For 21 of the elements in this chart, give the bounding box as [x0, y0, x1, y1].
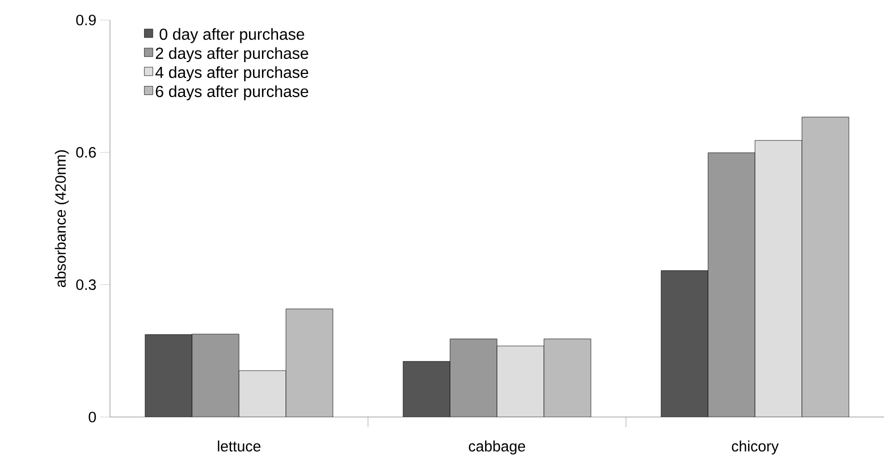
y-tick-label: 0.3 [76, 279, 96, 290]
y-tick-label: 0.9 [76, 14, 96, 26]
legend-label: 6 days after purchase [156, 85, 308, 100]
legend-label: 4 days after purchase [155, 66, 308, 82]
bar [450, 338, 498, 417]
bar [754, 140, 802, 417]
bar [708, 152, 756, 417]
y-axis-title: absorbance (420nm) [54, 150, 69, 288]
bar [496, 346, 544, 417]
x-tick-label: cabbage [468, 440, 526, 454]
bar [286, 308, 334, 417]
x-tick-label: chicory [732, 440, 779, 454]
bar [238, 370, 286, 417]
bar [192, 334, 240, 417]
legend-label: 0 day after purchase [160, 28, 304, 44]
y-tick-label: 0 [88, 412, 96, 422]
bar [802, 116, 850, 417]
bar [544, 338, 592, 417]
legend-label: 2 days after purchase [156, 47, 308, 62]
y-tick-label: 0.6 [76, 147, 96, 158]
x-tick-label: lettuce [218, 440, 260, 452]
